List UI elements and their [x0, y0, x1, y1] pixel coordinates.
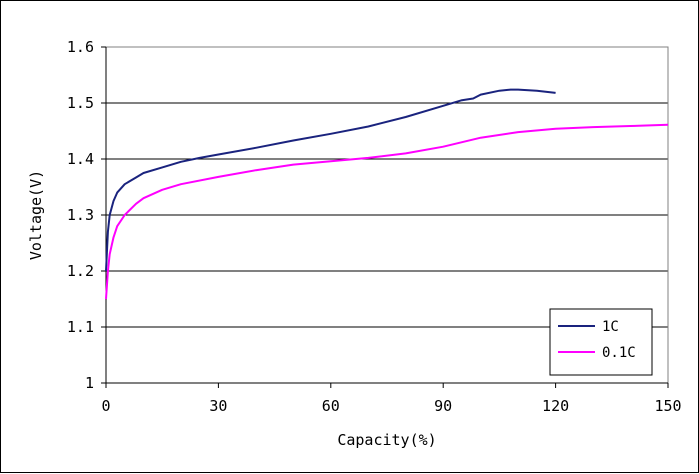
- x-tick-label: 90: [434, 397, 452, 415]
- x-tick-label: 150: [654, 397, 681, 415]
- legend-box: [549, 308, 653, 376]
- legend-label: 0.1C: [602, 345, 636, 361]
- y-tick-label: 1.3: [67, 206, 94, 224]
- x-tick-label: 60: [322, 397, 340, 415]
- y-tick-label: 1: [85, 374, 94, 392]
- y-tick-label: 1.4: [67, 150, 94, 168]
- y-tick-label: 1.6: [67, 38, 94, 56]
- y-tick-label: 1.5: [67, 94, 94, 112]
- y-tick-label: 1.1: [67, 318, 94, 336]
- x-tick-label: 30: [209, 397, 227, 415]
- series-lines: [105, 88, 669, 300]
- legend-label: 1C: [602, 319, 619, 335]
- grid-lines: [106, 46, 668, 328]
- x-axis-title: Capacity(%): [337, 431, 436, 449]
- legend: 1C 0.1C: [549, 308, 653, 376]
- x-tick-label: 0: [101, 397, 110, 415]
- y-tick-label: 1.2: [67, 262, 94, 280]
- x-tick-label: 120: [542, 397, 569, 415]
- tick-labels: 1 1.1 1.2 1.3 1.4 1.5 1.6 0 30 60 90 120 150: [67, 38, 682, 415]
- y-axis-title: Voltage(V): [27, 170, 45, 260]
- series-line-0: [105, 88, 556, 272]
- axes: [101, 46, 669, 388]
- series-line-1: [105, 123, 669, 300]
